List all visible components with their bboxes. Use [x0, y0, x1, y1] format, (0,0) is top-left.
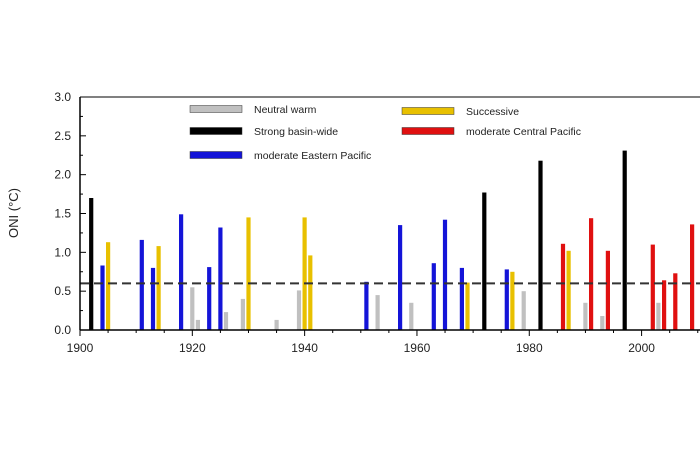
bar-moderate-central-pacific-1986	[560, 243, 566, 330]
bar-successive-1987	[566, 250, 571, 330]
legend-item-moderate-central-pacific: moderate Central Pacific	[401, 126, 581, 138]
legend-label: moderate Central Pacific	[466, 126, 581, 138]
bar-neutral-warm-1993	[600, 316, 605, 330]
bars-layer	[89, 150, 695, 331]
legend-label: Successive	[466, 106, 519, 118]
x-tick-label: 1920	[179, 341, 206, 355]
bar-moderate-central-pacific-2006	[673, 273, 678, 330]
legend-label: Strong basin-wide	[254, 126, 338, 138]
bar-strong-basin-wide-1982	[538, 160, 543, 330]
bar-moderate-eastern-pacific-1925	[218, 227, 223, 330]
bar-neutral-warm-1990	[583, 302, 588, 330]
legend-swatch	[401, 127, 455, 135]
legend-item-strong-basin-wide: Strong basin-wide	[189, 126, 338, 138]
legend: Neutral warm Successive Strong basin-wide m…	[189, 104, 581, 162]
bar-neutral-warm-1939	[296, 290, 302, 330]
y-tick-label: 2.5	[54, 129, 71, 143]
legend-swatch	[189, 127, 243, 135]
legend-label: Neutral warm	[254, 104, 317, 116]
bar-neutral-warm-1953	[375, 295, 380, 330]
legend-item-neutral-warm: Neutral warm	[189, 104, 317, 116]
bar-neutral-warm-1921	[195, 319, 200, 330]
bar-successive-1930	[246, 217, 251, 330]
x-tick-label: 1940	[291, 341, 318, 355]
bar-successive-1940	[302, 217, 307, 330]
legend-label: moderate Eastern Pacific	[254, 150, 371, 162]
bar-moderate-eastern-pacific-1965	[442, 219, 448, 330]
bar-neutral-warm-1920	[190, 287, 195, 330]
bar-neutral-warm-1959	[409, 302, 414, 330]
x-tick-label: 1980	[516, 341, 543, 355]
y-tick-label: 0.0	[54, 323, 71, 337]
bar-successive-1941	[308, 255, 313, 330]
legend-item-moderate-eastern-pacific: moderate Eastern Pacific	[189, 150, 371, 162]
bar-moderate-eastern-pacific-1913	[150, 267, 156, 330]
y-tick-label: 1.0	[54, 245, 71, 259]
bar-successive-1905	[106, 242, 111, 330]
bar-neutral-warm-1935	[274, 319, 279, 330]
axes-layer: 0.0 0.5 1.0 1.5 2.0 2.5 3.0 1900 1920 1940 1960 198…	[54, 90, 700, 355]
x-tick-label: 1900	[67, 341, 94, 355]
bar-moderate-central-pacific-2004	[662, 280, 667, 330]
x-tick-label: 1960	[404, 341, 431, 355]
x-tick-label: 2000	[628, 341, 655, 355]
legend-swatch	[189, 151, 243, 159]
bar-strong-basin-wide-1972	[482, 192, 487, 330]
bar-neutral-warm-1979	[521, 291, 526, 330]
bar-moderate-eastern-pacific-1911	[139, 239, 144, 330]
bar-moderate-eastern-pacific-1951	[364, 281, 369, 330]
bar-moderate-central-pacific-2002	[650, 244, 655, 330]
bar-moderate-eastern-pacific-1963	[431, 263, 436, 330]
bar-moderate-eastern-pacific-1976	[504, 269, 509, 330]
bar-successive-1914	[156, 246, 161, 330]
bar-moderate-eastern-pacific-1918	[179, 214, 184, 330]
legend-swatch	[189, 105, 243, 113]
bar-successive-1977	[510, 271, 515, 331]
bar-strong-basin-wide-1997	[622, 150, 627, 330]
bar-neutral-warm-2003	[656, 302, 661, 330]
bar-moderate-central-pacific-1994	[605, 250, 610, 330]
legend-swatch	[401, 107, 455, 115]
bar-strong-basin-wide-1902	[89, 198, 94, 330]
y-tick-label: 0.5	[54, 284, 71, 298]
y-axis-label: ONI (°C)	[6, 188, 21, 238]
bar-moderate-eastern-pacific-1904	[100, 265, 105, 330]
bar-neutral-warm-1926	[223, 312, 229, 330]
y-tick-label: 2.0	[54, 168, 71, 182]
bar-successive-1969	[465, 282, 470, 330]
bar-moderate-central-pacific-1991	[589, 218, 594, 330]
bar-neutral-warm-1929	[240, 298, 245, 330]
legend-item-successive: Successive	[401, 106, 519, 118]
bar-moderate-central-pacific-2009	[690, 224, 695, 330]
bar-moderate-eastern-pacific-1923	[207, 267, 212, 330]
bar-moderate-eastern-pacific-1968	[459, 267, 464, 330]
y-tick-label: 3.0	[54, 90, 71, 104]
bar-moderate-eastern-pacific-1957	[398, 225, 403, 330]
y-tick-label: 1.5	[54, 207, 71, 221]
